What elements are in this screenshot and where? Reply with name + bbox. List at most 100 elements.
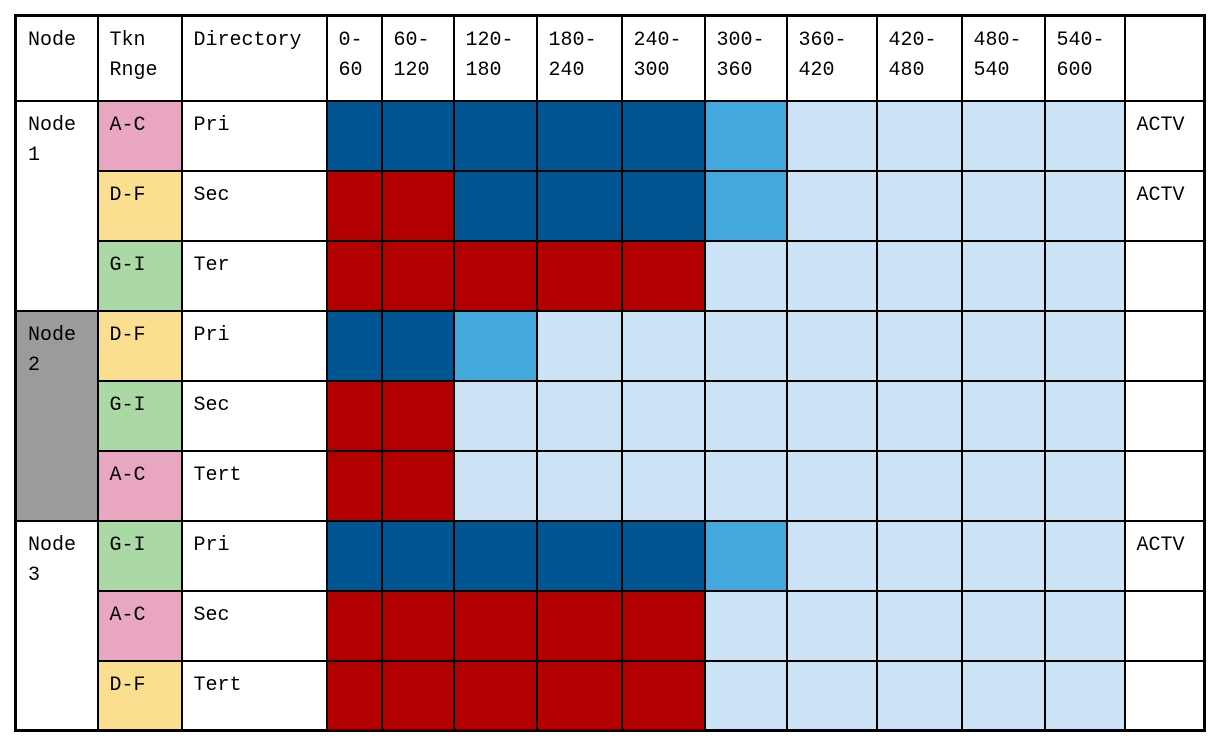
column-header-t-300-360: 300- 360 (703, 14, 788, 102)
interval-cell-120-180 (452, 659, 538, 732)
interval-cell-240-300 (620, 99, 706, 172)
interval-cell-420-480 (875, 239, 963, 312)
interval-cell-0-60 (325, 99, 383, 172)
column-header-t-120-180: 120- 180 (452, 14, 538, 102)
status-cell (1123, 659, 1206, 732)
interval-cell-480-540 (960, 589, 1046, 662)
interval-cell-0-60 (325, 309, 383, 382)
column-header-node: Node (14, 14, 99, 102)
interval-cell-420-480 (875, 99, 963, 172)
interval-cell-480-540 (960, 309, 1046, 382)
token-range-cell: A-C (96, 449, 183, 522)
interval-cell-60-120 (380, 449, 455, 522)
interval-cell-180-240 (535, 239, 623, 312)
status-cell (1123, 589, 1206, 662)
token-range-cell: G-I (96, 379, 183, 452)
column-header-line: 0- (338, 29, 363, 52)
interval-cell-360-420 (785, 449, 878, 522)
column-header-line: 60- (393, 29, 430, 52)
directory-cell: Sec (180, 379, 328, 452)
interval-cell-540-600 (1043, 659, 1126, 732)
header-row: Node Tkn Rnge Directory 0- 60 60- 120 120- 180 180… (14, 14, 1206, 102)
directory-cell: Tert (180, 449, 328, 522)
node-label-line: Node (28, 323, 77, 347)
status-cell (1123, 309, 1206, 382)
interval-cell-240-300 (620, 309, 706, 382)
interval-cell-60-120 (380, 659, 455, 732)
directory-cell: Pri (180, 309, 328, 382)
directory-cell: Tert (180, 659, 328, 732)
directory-cell: Ter (180, 239, 328, 312)
interval-cell-480-540 (960, 519, 1046, 592)
interval-cell-240-300 (620, 519, 706, 592)
column-header-line: 240- (633, 29, 682, 52)
interval-cell-300-360 (703, 309, 788, 382)
interval-cell-120-180 (452, 169, 538, 242)
status-cell: ACTV (1123, 169, 1206, 242)
interval-cell-540-600 (1043, 239, 1126, 312)
column-header-line: 420 (798, 59, 835, 82)
column-header-directory: Directory (180, 14, 328, 102)
column-header-line: 540 (973, 59, 1010, 82)
interval-cell-300-360 (703, 169, 788, 242)
interval-cell-120-180 (452, 519, 538, 592)
column-header-t-420-480: 420- 480 (875, 14, 963, 102)
node-token-schedule-table: Node Tkn Rnge Directory 0- 60 60- 120 120- 180 180… (14, 14, 1206, 732)
interval-cell-420-480 (875, 519, 963, 592)
interval-cell-300-360 (703, 379, 788, 452)
interval-cell-0-60 (325, 449, 383, 522)
token-range-cell: G-I (96, 519, 183, 592)
interval-cell-540-600 (1043, 519, 1126, 592)
interval-cell-0-60 (325, 169, 383, 242)
interval-cell-300-360 (703, 519, 788, 592)
column-header-line: 480- (973, 29, 1022, 52)
column-header-line: 240 (548, 59, 585, 82)
interval-cell-180-240 (535, 379, 623, 452)
interval-cell-360-420 (785, 309, 878, 382)
interval-cell-60-120 (380, 589, 455, 662)
interval-cell-0-60 (325, 519, 383, 592)
interval-cell-60-120 (380, 379, 455, 452)
interval-cell-60-120 (380, 99, 455, 172)
interval-cell-480-540 (960, 169, 1046, 242)
interval-cell-420-480 (875, 379, 963, 452)
column-header-line: 300- (716, 29, 765, 52)
interval-cell-60-120 (380, 169, 455, 242)
column-header-line: Tkn (109, 29, 146, 52)
column-header-t-240-300: 240- 300 (620, 14, 706, 102)
column-header-t-60-120: 60- 120 (380, 14, 455, 102)
interval-cell-240-300 (620, 449, 706, 522)
column-header-line: 540- (1056, 29, 1105, 52)
column-header-line: 120- (465, 29, 514, 52)
interval-cell-360-420 (785, 519, 878, 592)
directory-cell: Sec (180, 169, 328, 242)
interval-cell-240-300 (620, 169, 706, 242)
interval-cell-120-180 (452, 449, 538, 522)
table-row: Node 2 D-F Pri (14, 309, 1206, 522)
column-header-t-0-60: 0- 60 (325, 14, 383, 102)
interval-cell-540-600 (1043, 169, 1126, 242)
column-header-line: 360 (716, 59, 753, 82)
table-row: G-I Ter (16, 239, 1206, 312)
interval-cell-120-180 (452, 309, 538, 382)
interval-cell-480-540 (960, 99, 1046, 172)
interval-cell-0-60 (325, 659, 383, 732)
node-cell: Node 2 (14, 309, 99, 522)
interval-cell-0-60 (325, 589, 383, 662)
table-row: D-F Sec ACTV (16, 169, 1206, 242)
table-row: A-C Sec (16, 589, 1206, 662)
column-header-line: Node (28, 29, 77, 52)
interval-cell-360-420 (785, 379, 878, 452)
column-header-t-540-600: 540- 600 (1043, 14, 1126, 102)
status-cell (1123, 379, 1206, 452)
interval-cell-540-600 (1043, 309, 1126, 382)
directory-cell: Pri (180, 99, 328, 172)
interval-cell-120-180 (452, 589, 538, 662)
interval-cell-300-360 (703, 449, 788, 522)
node-label-line: Node (28, 113, 77, 137)
column-header-line: Directory (193, 29, 302, 52)
interval-cell-300-360 (703, 99, 788, 172)
interval-cell-180-240 (535, 519, 623, 592)
interval-cell-240-300 (620, 589, 706, 662)
